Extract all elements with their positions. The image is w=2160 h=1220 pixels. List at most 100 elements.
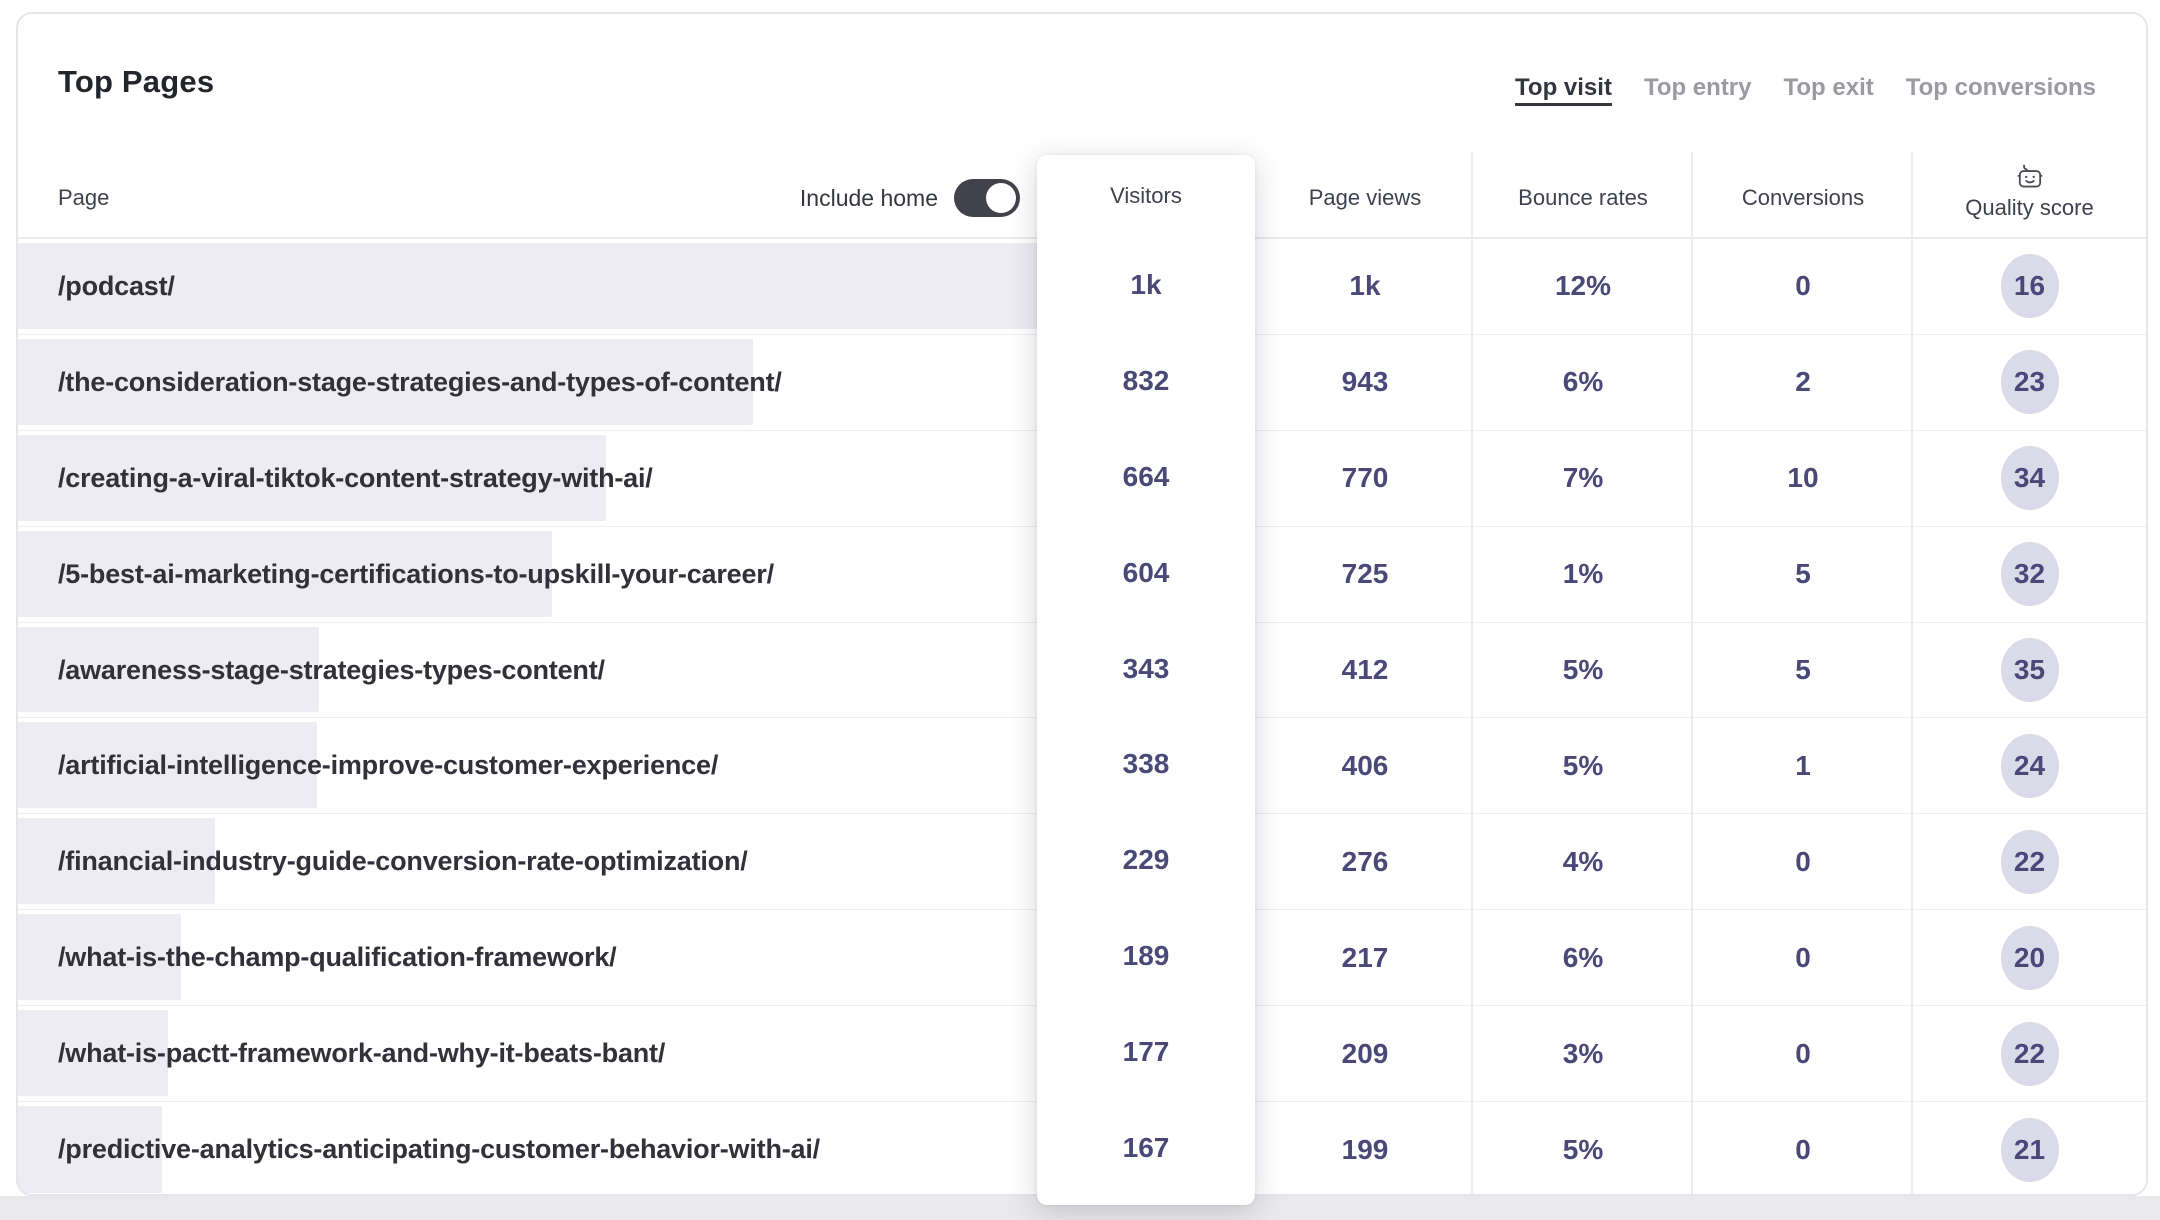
include-home-toggle[interactable] — [954, 179, 1020, 217]
tab-top-exit[interactable]: Top exit — [1783, 74, 1874, 101]
page-cell: /financial-industry-guide-conversion-rat… — [18, 814, 1039, 909]
tab-top-conversions[interactable]: Top conversions — [1905, 74, 2096, 101]
page-views-value: 406 — [1341, 749, 1389, 781]
visitors-value: 832 — [1122, 364, 1170, 396]
page-views-value: 412 — [1341, 654, 1389, 685]
page-path: /the-consideration-stage-strategies-and-… — [58, 366, 782, 397]
tab-top-visit[interactable]: Top visit — [1515, 74, 1612, 101]
toggle-knob — [986, 183, 1016, 213]
visitors-column-card: Visitors 1k 832 664 604 343 338 229 189 177 167 — [1037, 155, 1255, 1205]
page-cell: /5-best-ai-marketing-certifications-to-u… — [18, 527, 1039, 622]
table-row[interactable]: /what-is-pactt-framework-and-why-it-beat… — [18, 1006, 2146, 1103]
table-row[interactable]: /predictive-analytics-anticipating-custo… — [18, 1102, 2146, 1194]
quality-score-badge: 22 — [2000, 1021, 2059, 1086]
quality-score-cell: 21 — [1913, 1117, 2146, 1182]
conversions-value: 0 — [1795, 1133, 1811, 1165]
page-views-value: 209 — [1341, 1037, 1389, 1069]
page-cell: /awareness-stage-strategies-types-conten… — [18, 623, 1039, 718]
visitors-bar — [18, 338, 754, 425]
quality-score-badge: 32 — [2000, 542, 2059, 607]
page-path: /podcast/ — [58, 270, 175, 301]
quality-score-cell: 20 — [1913, 925, 2146, 990]
page-path: /artificial-intelligence-improve-custome… — [58, 750, 719, 781]
table-body: /podcast/ 1k 12% 0 16 /the-consideration… — [18, 239, 2146, 1194]
page-views-value: 276 — [1341, 845, 1389, 877]
bounce-rate-value: 6% — [1562, 941, 1604, 973]
quality-score-cell: 22 — [1913, 829, 2146, 894]
quality-score-badge: 35 — [2000, 638, 2059, 702]
bounce-rate-value: 3% — [1562, 1037, 1604, 1069]
column-divider — [1911, 152, 1913, 1194]
page-path: /awareness-stage-strategies-types-conten… — [58, 654, 605, 685]
bounce-rate-value: 5% — [1562, 654, 1604, 685]
table-header: Page Include home Page views Bounce rate… — [18, 159, 2146, 239]
column-header-page-views: Page views — [1308, 185, 1422, 210]
conversions-value: 0 — [1795, 270, 1811, 302]
tab-top-entry[interactable]: Top entry — [1643, 74, 1752, 101]
quality-score-cell: 32 — [1913, 542, 2146, 607]
page-cell: /creating-a-viral-tiktok-content-strateg… — [18, 431, 1039, 526]
visitors-bar — [18, 722, 318, 809]
visitors-bar — [18, 1106, 162, 1193]
bounce-rate-value: 7% — [1562, 462, 1604, 494]
page-views-value: 1k — [1349, 270, 1381, 302]
table-row[interactable]: /creating-a-viral-tiktok-content-strateg… — [18, 431, 2146, 527]
conversions-value: 0 — [1795, 1037, 1811, 1069]
visitors-value: 604 — [1122, 556, 1170, 588]
conversions-value: 1 — [1795, 749, 1811, 781]
top-tabs: Top visit Top entry Top exit Top conversion… — [1515, 74, 2096, 102]
page-path: /what-is-pactt-framework-and-why-it-beat… — [58, 1038, 666, 1069]
page-cell: /what-is-the-champ-qualification-framewo… — [18, 910, 1039, 1005]
conversions-value: 10 — [1787, 462, 1819, 494]
column-header-visitors: Visitors — [1110, 183, 1182, 208]
bounce-rate-value: 1% — [1562, 558, 1604, 590]
quality-score-badge: 23 — [2000, 350, 2059, 415]
page-path: /what-is-the-champ-qualification-framewo… — [58, 942, 617, 973]
page-column-label: Page — [58, 185, 110, 210]
table-row[interactable]: /what-is-the-champ-qualification-framewo… — [18, 910, 2146, 1007]
visitors-bar — [18, 626, 320, 713]
conversions-value: 5 — [1795, 654, 1811, 685]
page-header-cell: Page Include home — [18, 159, 1039, 237]
quality-score-badge: 20 — [2000, 925, 2059, 990]
conversions-value: 5 — [1795, 558, 1811, 590]
quality-score-cell: 34 — [1913, 446, 2146, 511]
table-row[interactable]: /5-best-ai-marketing-certifications-to-u… — [18, 527, 2146, 623]
page-cell: /predictive-analytics-anticipating-custo… — [18, 1102, 1039, 1194]
page-path: /predictive-analytics-anticipating-custo… — [58, 1134, 820, 1165]
bounce-rate-value: 4% — [1562, 845, 1604, 877]
page-cell: /artificial-intelligence-improve-custome… — [18, 718, 1039, 813]
quality-score-badge: 34 — [2000, 446, 2059, 511]
quality-score-cell: 35 — [1913, 638, 2146, 702]
visitors-bar — [18, 530, 552, 617]
column-divider — [1691, 152, 1693, 1194]
visitors-value: 338 — [1122, 748, 1170, 780]
table-row[interactable]: /podcast/ 1k 12% 0 16 — [18, 239, 2146, 335]
quality-score-badge: 16 — [2000, 254, 2059, 319]
column-header-bounce-rates: Bounce rates — [1518, 185, 1648, 210]
page-cell: /the-consideration-stage-strategies-and-… — [18, 335, 1039, 430]
quality-score-label: Quality score — [1965, 195, 2094, 220]
bounce-rate-value: 5% — [1562, 749, 1604, 781]
page-views-value: 217 — [1341, 941, 1389, 973]
visitors-bar — [18, 1010, 169, 1097]
quality-score-cell: 22 — [1913, 1021, 2146, 1086]
visitors-value: 167 — [1122, 1131, 1170, 1163]
page-views-value: 770 — [1341, 462, 1389, 494]
page-title: Top Pages — [58, 64, 215, 99]
page-path: /5-best-ai-marketing-certifications-to-u… — [58, 558, 774, 589]
table-row[interactable]: /financial-industry-guide-conversion-rat… — [18, 814, 2146, 911]
page-views-value: 199 — [1341, 1133, 1389, 1165]
robot-icon — [2017, 164, 2042, 188]
column-header-quality-score: Quality score — [1913, 163, 2146, 221]
column-divider — [1471, 152, 1473, 1194]
page-cell: /what-is-pactt-framework-and-why-it-beat… — [18, 1006, 1039, 1101]
include-home-label: Include home — [799, 184, 938, 211]
visitors-bar — [18, 914, 182, 1001]
quality-score-cell: 16 — [1913, 254, 2146, 319]
visitors-value: 343 — [1122, 652, 1170, 684]
quality-score-badge: 22 — [2000, 829, 2059, 894]
column-header-conversions: Conversions — [1741, 185, 1865, 210]
include-home-control: Include home — [800, 179, 1020, 217]
